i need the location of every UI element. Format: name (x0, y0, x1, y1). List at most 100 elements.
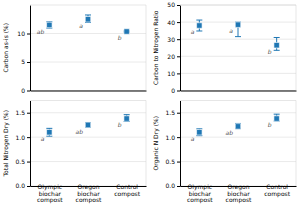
y-tick: 1.5 (15, 109, 30, 116)
y-tick-label: 5 (21, 58, 25, 65)
x-tick-label: Olympicbiocharcompost (187, 183, 213, 204)
x-tick-label-line: compost (114, 190, 140, 198)
y-tick-mark (27, 137, 30, 138)
frame (146, 101, 147, 187)
y-tick-label: 1.5 (165, 109, 175, 116)
grid (180, 113, 296, 186)
error-bar (196, 20, 202, 31)
error-bar (235, 123, 241, 128)
y-axis-line (180, 6, 181, 92)
marks (46, 15, 129, 34)
y-tick-mark (27, 91, 30, 92)
x-tick-label: Controlcompost (114, 183, 140, 198)
annotation: ab (76, 128, 84, 135)
x-tick-label: Olympicbiocharcompost (37, 183, 63, 204)
marker (124, 29, 129, 34)
y-axis-title: Carbon as-is (%) (2, 23, 9, 73)
y-tick-mark (177, 113, 180, 114)
x-tick: Controlcompost (264, 183, 290, 198)
y-tick-label: 10 (167, 70, 175, 77)
chart: abab0510Carbon as-is (%)aab01020304050Ca… (0, 0, 300, 216)
y-tick-label: 1.0 (15, 134, 25, 141)
marks (196, 114, 279, 135)
marker (274, 116, 279, 121)
annotation: b (118, 121, 122, 128)
annotation: b (118, 34, 122, 41)
annotation: a (229, 27, 233, 34)
y-tick-mark (27, 62, 30, 63)
panel: abab0510Carbon as-is (%) (2, 5, 147, 94)
y-tick: 0.0 (165, 182, 180, 189)
marker (85, 17, 90, 22)
grid (30, 113, 146, 186)
y-axis-title: Organic N Dry (%) (152, 116, 160, 171)
error-bar (196, 129, 202, 136)
marker (47, 130, 52, 135)
y-axis: 0510 (17, 6, 30, 94)
y-tick-mark (177, 5, 180, 6)
annotation: a (79, 22, 83, 29)
annotation: ab (37, 28, 45, 35)
y-tick-mark (177, 162, 180, 163)
y-tick: 20 (167, 53, 180, 60)
y-tick: 10 (17, 30, 30, 37)
frame (146, 5, 147, 91)
y-tick-label: 10 (17, 30, 25, 37)
x-tick: Olympicbiocharcompost (187, 183, 213, 204)
y-tick: 0 (171, 87, 180, 94)
y-tick: 0.5 (165, 158, 180, 165)
grid (180, 5, 296, 91)
y-tick-mark (177, 186, 180, 187)
x-tick: Olympicbiocharcompost (37, 183, 63, 204)
y-tick-label: 30 (167, 36, 175, 43)
marker (235, 124, 240, 129)
error-bar (85, 122, 91, 127)
grid (30, 34, 146, 91)
grid-line (30, 62, 146, 63)
grid-line (180, 73, 296, 74)
frame (296, 101, 297, 187)
x-tick: Controlcompost (114, 183, 140, 198)
y-tick-mark (177, 39, 180, 40)
x-tick-label-line: compost (226, 196, 252, 204)
marker (197, 130, 202, 135)
error-bar (85, 15, 91, 22)
annotation: a (191, 135, 195, 142)
y-tick-label: 0.5 (15, 158, 25, 165)
y-axis-title: Total Nitrogen Dry (%) (2, 110, 10, 178)
y-tick: 30 (167, 36, 180, 43)
grid-line (180, 161, 296, 162)
y-tick-label: 1.0 (165, 134, 175, 141)
error-bar (46, 128, 52, 136)
y-tick-mark (177, 22, 180, 23)
x-tick-label: Oregonbiocharcompost (76, 183, 102, 204)
marks (46, 115, 129, 136)
y-tick-mark (177, 73, 180, 74)
y-tick-label: 20 (167, 53, 175, 60)
grid-line (180, 56, 296, 57)
x-axis: Olympicbiocharcompost Oregonbiocharcompos… (31, 183, 147, 204)
y-axis-line (180, 101, 181, 187)
y-tick-mark (27, 113, 30, 114)
panel: aab01020304050Carbon to Nitrogen Ratio (152, 1, 297, 94)
frame (180, 5, 296, 6)
x-axis (181, 91, 297, 92)
frame (30, 100, 146, 101)
grid-line (30, 161, 146, 162)
x-axis (31, 91, 147, 92)
marker (124, 116, 129, 121)
marker (197, 23, 202, 28)
frame (180, 100, 296, 101)
x-tick-label: Controlcompost (264, 183, 290, 198)
y-tick-mark (27, 186, 30, 187)
error-bar (274, 37, 280, 50)
y-tick-label: 0.0 (165, 182, 175, 189)
x-axis: OlympicbiocharcompostOregonbiocharcompos… (181, 183, 297, 204)
x-tick-label-line: compost (76, 196, 102, 204)
y-tick-mark (177, 137, 180, 138)
annotation: ab (226, 129, 234, 136)
y-axis-line (30, 6, 31, 92)
grid-line (180, 90, 296, 91)
y-tick-label: 1.5 (15, 109, 25, 116)
y-axis: 0.0 0.5 1.0 1.5 (165, 101, 180, 189)
